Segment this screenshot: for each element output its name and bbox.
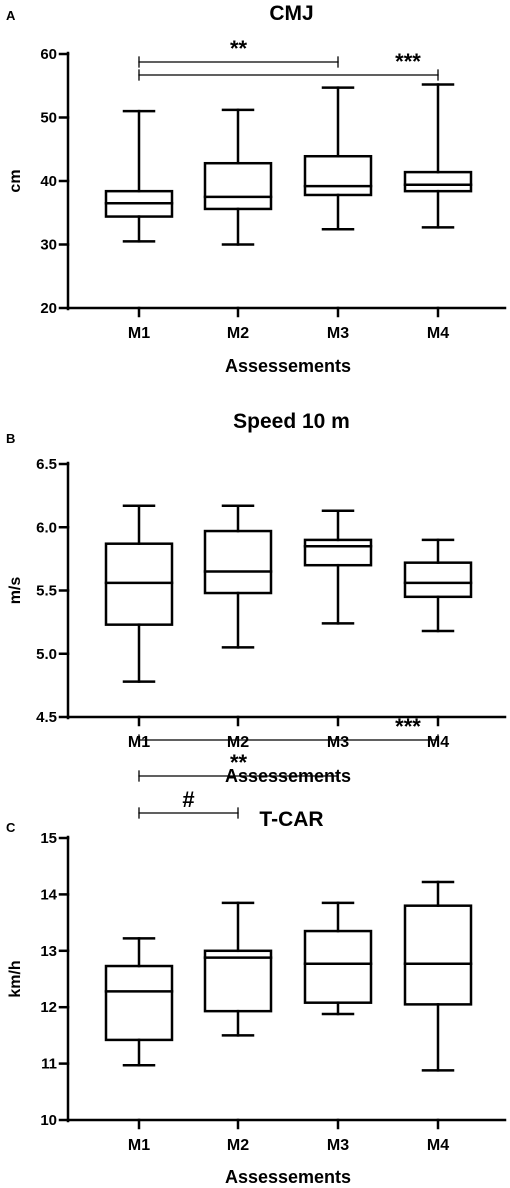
y-tick-label: 30 [40,237,57,254]
box-iqr [203,161,273,211]
box-iqr [203,949,273,1013]
box-iqr [104,964,174,1042]
x-tick-label: M4 [427,325,449,342]
panel-letter: B [6,431,15,446]
y-tick-label: 13 [40,943,57,960]
y-tick-label: 5.0 [36,646,57,663]
y-tick-label: 6.0 [36,519,57,536]
box-iqr [403,170,473,193]
box-m2 [203,108,273,246]
panel-letter: A [6,8,16,23]
significance-bracket: *** [138,49,439,81]
x-tick-label: M2 [227,1137,249,1154]
y-tick-label: 60 [40,46,57,63]
y-tick-label: 14 [40,886,57,903]
y-tick-label: 15 [40,830,57,847]
box-m2 [203,901,273,1037]
y-axis-label: km/h [7,960,24,997]
significance-label: *** [395,714,421,739]
box-iqr [303,929,373,1004]
y-tick-label: 50 [40,110,57,127]
y-tick-label: 6.5 [36,456,57,473]
x-tick-label: M3 [327,325,349,342]
box-m3 [303,901,373,1016]
box-m4 [403,83,473,229]
box-iqr [403,904,473,1006]
y-axis-label: cm [7,169,24,192]
y-tick-label: 10 [40,1112,57,1129]
box-iqr [303,154,373,197]
box-m4 [403,538,473,633]
y-tick-label: 4.5 [36,709,57,726]
box-m1 [104,504,174,683]
x-tick-label: M1 [128,325,150,342]
significance-label: ** [230,750,248,775]
significance-bracket: ** [138,36,339,68]
x-axis-label: Assessements [225,1167,351,1187]
box-iqr [104,542,174,626]
box-m4 [403,880,473,1072]
chart-title: Speed 10 m [233,410,350,433]
chart-title: T-CAR [259,808,323,831]
x-axis-label: Assessements [225,356,351,376]
panel-letter: C [6,820,16,835]
x-tick-label: M3 [327,734,349,751]
box-m2 [203,504,273,649]
chart-title: CMJ [269,2,313,25]
significance-bracket: ** [138,750,339,782]
box-m1 [104,937,174,1067]
y-axis-label: m/s [7,577,24,605]
y-tick-label: 40 [40,173,57,190]
box-iqr [403,561,473,599]
y-tick-label: 20 [40,300,57,317]
x-tick-label: M3 [327,1137,349,1154]
box-m1 [104,109,174,243]
significance-bracket: *** [138,714,439,746]
x-tick-label: M2 [227,734,249,751]
significance-label: # [182,787,194,812]
y-tick-label: 12 [40,999,57,1016]
y-tick-label: 11 [41,1056,57,1073]
panel-c: C T-CAR km/h Assessements 10 11 12 13 14 15 M1 M2 M3… [6,714,507,1187]
x-tick-label: M2 [227,325,249,342]
x-tick-label: M1 [128,1137,150,1154]
significance-label: *** [395,49,421,74]
significance-label: ** [230,36,248,61]
box-m3 [303,509,373,625]
y-tick-label: 5.5 [36,583,57,600]
box-iqr [203,529,273,595]
box-iqr [303,538,373,567]
x-tick-label: M4 [427,1137,449,1154]
box-m3 [303,86,373,231]
significance-bracket: # [138,787,239,819]
